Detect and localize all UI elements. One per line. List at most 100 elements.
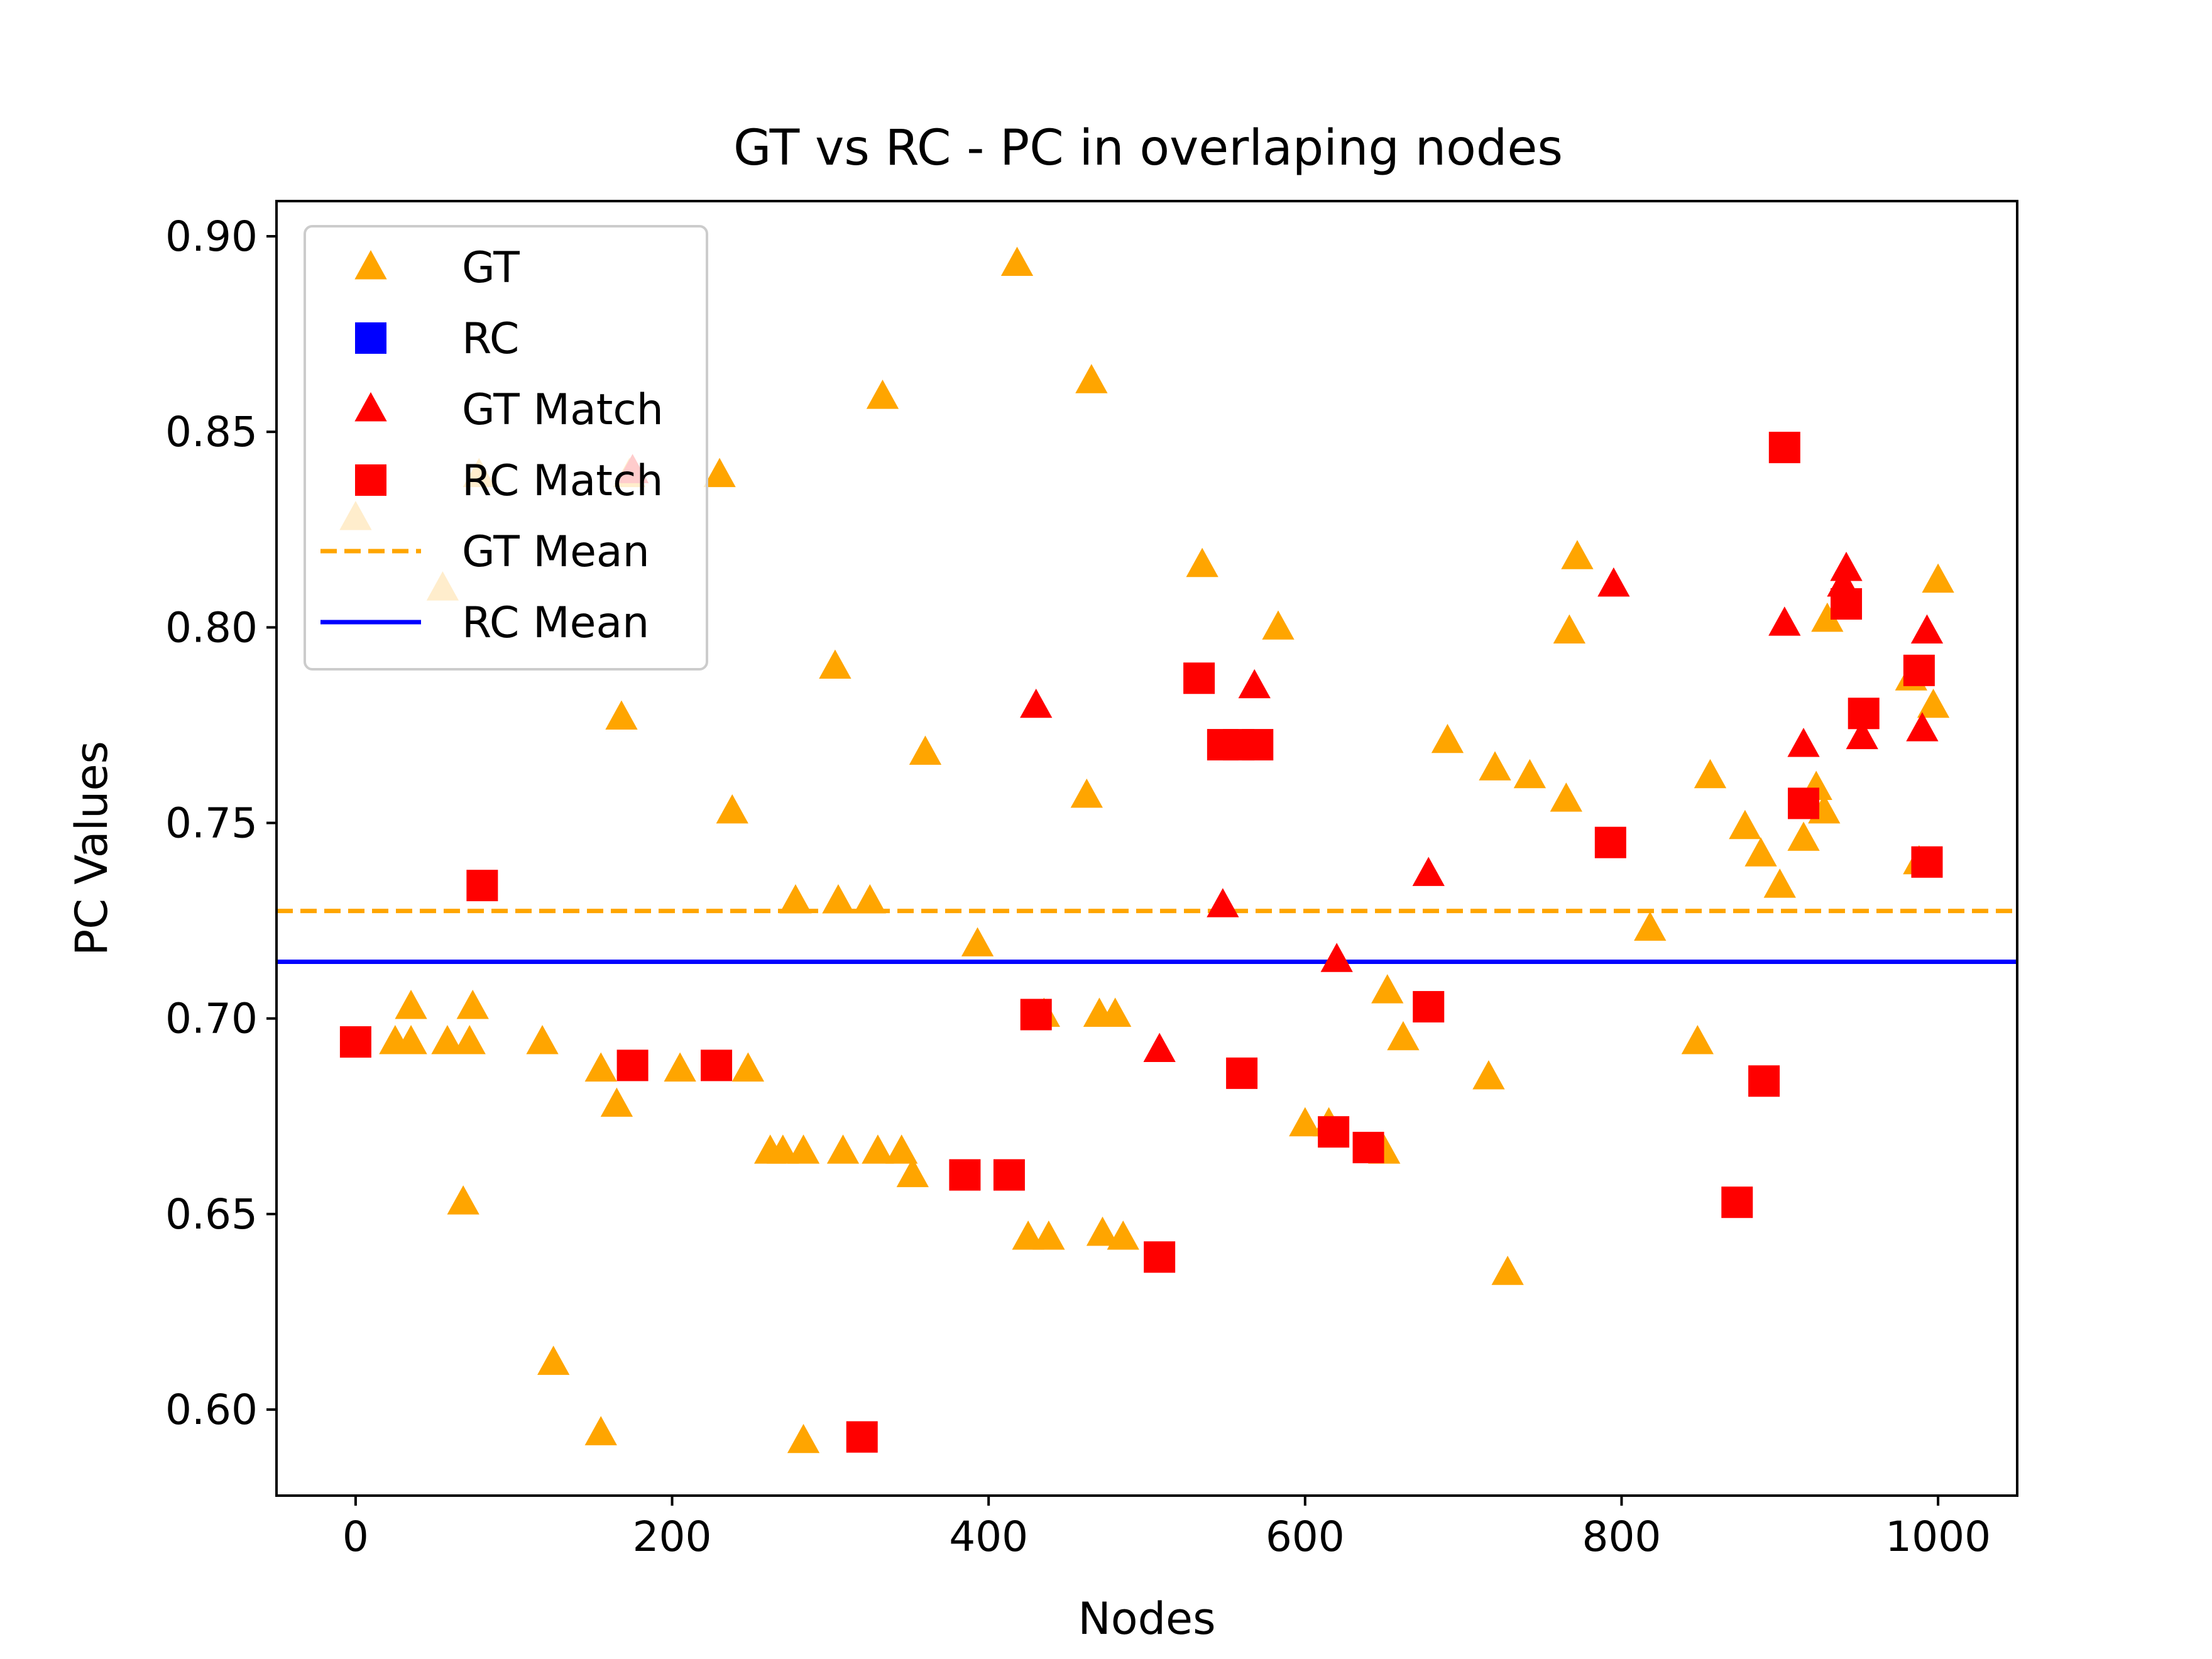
legend-gt-label: GT <box>462 243 520 293</box>
legend-rc-match-marker <box>355 464 386 496</box>
rc-match-point <box>1226 1057 1258 1089</box>
gt-point <box>1729 809 1761 840</box>
y-tick-label: 0.75 <box>165 799 258 848</box>
legend-items: GT RC GT Match RC Match GT Mean RC Mean <box>320 243 664 648</box>
gt-point <box>866 380 899 409</box>
y-tick-label: 0.70 <box>165 995 258 1043</box>
x-axis-label: Nodes <box>1078 1593 1215 1645</box>
gt-point <box>731 1052 765 1082</box>
gt-point <box>779 884 812 914</box>
rc-match-point <box>949 1159 981 1191</box>
rc-match-point <box>1413 991 1445 1023</box>
y-axis: 0.60 0.65 0.70 0.75 0.80 0.85 0.90 <box>165 212 276 1434</box>
rc-match-point <box>1748 1065 1780 1097</box>
gt-point <box>1763 868 1796 898</box>
gt-point <box>1070 778 1103 808</box>
gt-point <box>767 1134 799 1164</box>
rc-match-point <box>1594 826 1626 858</box>
gt-point <box>703 457 736 488</box>
gt-point <box>453 1025 486 1054</box>
gt-point <box>826 1134 860 1164</box>
gt-point <box>1289 1107 1322 1137</box>
gt-point <box>456 990 489 1019</box>
legend-rc-mean-label: RC Mean <box>462 598 649 648</box>
y-tick-label: 0.65 <box>165 1190 258 1239</box>
gt-point <box>1262 610 1295 640</box>
gt-point <box>1431 723 1464 753</box>
gt-point <box>1811 602 1844 632</box>
gt-match-point <box>1787 728 1820 757</box>
plot-frame <box>275 200 2018 1497</box>
gt-point <box>1917 688 1950 718</box>
gt-point <box>605 700 638 730</box>
gt-point <box>716 794 748 824</box>
x-tick-label: 600 <box>1266 1513 1345 1561</box>
gt-point <box>787 1134 820 1164</box>
gt-point <box>1032 1220 1065 1250</box>
x-tick-label: 1000 <box>1885 1513 1991 1561</box>
gt-match-point <box>1207 888 1239 917</box>
rc-match-point <box>1242 729 1274 761</box>
rc-match-point <box>1144 1241 1176 1273</box>
gt-point <box>395 1025 427 1054</box>
rc-match-point <box>1768 432 1800 464</box>
gt-point <box>1553 614 1586 644</box>
gt-point <box>819 649 851 679</box>
gt-point <box>1681 1025 1714 1054</box>
gt-point <box>1744 837 1777 867</box>
gt-match-point <box>1597 567 1630 597</box>
gt-point <box>885 1134 918 1164</box>
gt-point <box>961 927 994 956</box>
rc-match-point <box>1831 588 1863 620</box>
gt-point <box>909 735 942 765</box>
x-axis: 0 200 400 600 800 1000 <box>342 1496 1991 1561</box>
gt-point <box>1387 1021 1420 1051</box>
gt-point <box>1787 821 1820 851</box>
gt-match-point <box>1238 669 1271 699</box>
legend-gt-match-label: GT Match <box>462 385 664 435</box>
x-tick-label: 400 <box>949 1513 1028 1561</box>
gt-point <box>395 990 427 1019</box>
rc-match-point <box>1020 999 1052 1031</box>
rc-match-point <box>1788 787 1820 819</box>
y-tick-label: 0.85 <box>165 408 258 456</box>
rc-match-point <box>1903 654 1935 686</box>
gt-point <box>1086 1217 1119 1246</box>
rc-match-point <box>616 1049 649 1081</box>
rc-match-point <box>1848 698 1880 730</box>
legend-box <box>304 225 708 671</box>
x-tick-label: 0 <box>342 1513 369 1561</box>
gt-point <box>1491 1256 1524 1285</box>
legend: GT RC GT Match RC Match GT Mean RC Mean <box>304 225 708 671</box>
gt-point <box>1098 997 1132 1027</box>
gt-point <box>1107 1220 1139 1250</box>
rc-match-point <box>993 1159 1025 1191</box>
gt-point <box>584 1416 617 1445</box>
gt-point <box>584 1052 617 1082</box>
legend-gt-match-marker <box>354 392 387 422</box>
gt-point <box>1694 758 1727 789</box>
rc-match-point <box>1352 1132 1384 1164</box>
rc-match-point <box>1721 1186 1753 1218</box>
gt-match-point <box>1768 606 1801 636</box>
legend-rc-marker <box>355 322 386 354</box>
rc-match-point <box>339 1026 371 1058</box>
gt-point <box>1472 1060 1505 1090</box>
gt-point <box>1513 758 1547 789</box>
gt-match-point <box>1020 688 1053 718</box>
gt-point <box>822 884 855 914</box>
gt-point <box>664 1052 696 1082</box>
x-tick-label: 200 <box>633 1513 712 1561</box>
y-tick-label: 0.90 <box>165 212 258 261</box>
chart-title: GT vs RC - PC in overlaping nodes <box>733 120 1563 177</box>
gt-point <box>600 1087 633 1117</box>
gt-match-point <box>1830 552 1863 581</box>
legend-rc-match-label: RC Match <box>462 456 663 506</box>
gt-match-point <box>1906 712 1939 742</box>
y-axis-label: PC Values <box>66 741 118 956</box>
gt-point <box>787 1423 820 1454</box>
mean-lines <box>276 909 2017 964</box>
y-tick-label: 0.80 <box>165 603 258 652</box>
gt-point <box>896 1158 929 1188</box>
gt-point <box>1186 547 1218 578</box>
